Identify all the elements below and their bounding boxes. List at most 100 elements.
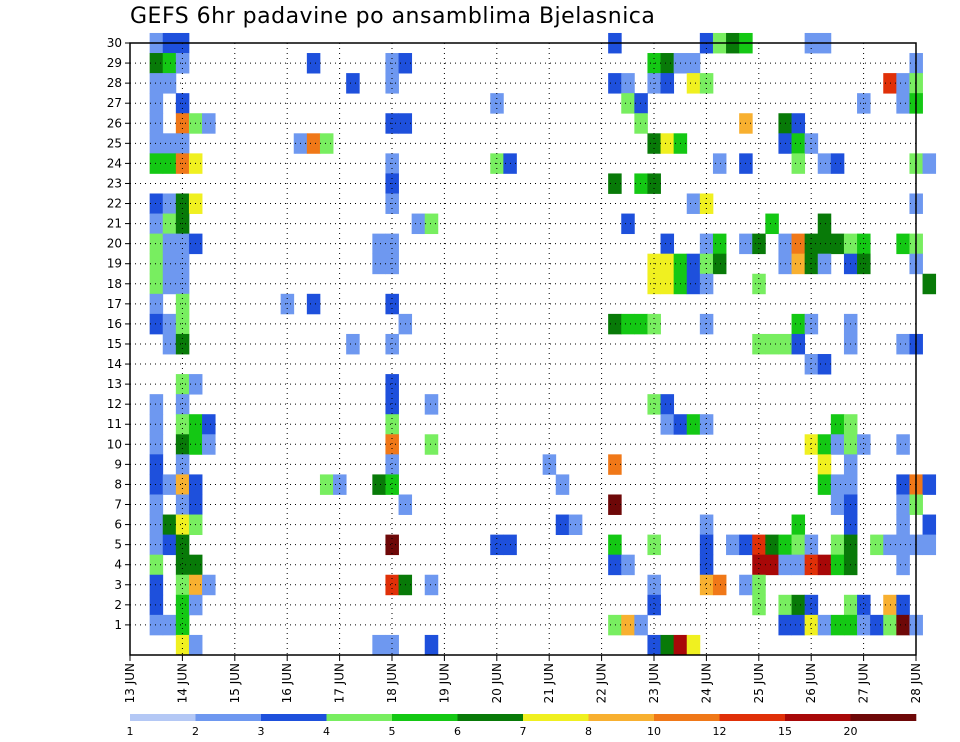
- precip-cell: [149, 73, 164, 94]
- colorbar-label: 6: [454, 725, 461, 738]
- precip-cell: [149, 594, 164, 616]
- precip-cell: [804, 594, 819, 616]
- precip-cell: [621, 213, 635, 235]
- precip-cell: [175, 414, 190, 435]
- precip-cell: [202, 574, 216, 596]
- y-tick-label: 2: [114, 598, 122, 612]
- precip-cell: [804, 534, 819, 556]
- precip-cell: [922, 153, 937, 174]
- precip-cell: [175, 514, 190, 536]
- precip-cell: [424, 434, 439, 455]
- precip-cell: [660, 133, 675, 154]
- precip-cell: [385, 534, 399, 556]
- y-tick-label: 26: [107, 116, 122, 130]
- x-tick-label: 23 JUN: [647, 663, 661, 703]
- precip-cell: [686, 273, 701, 295]
- precip-cell: [896, 93, 910, 114]
- precip-cell: [634, 113, 648, 134]
- precip-cell: [896, 494, 910, 515]
- colorbar-swatch: [195, 714, 262, 721]
- precip-cell: [686, 73, 701, 94]
- precip-cell: [175, 293, 190, 315]
- precip-cell: [372, 634, 386, 656]
- y-tick-label: 3: [114, 578, 122, 592]
- precip-cell: [608, 313, 622, 335]
- precip-cell: [202, 434, 216, 455]
- precip-cell: [922, 273, 937, 295]
- y-tick-label: 6: [114, 518, 122, 532]
- precip-cell: [424, 574, 439, 596]
- y-tick-label: 14: [107, 357, 122, 371]
- precip-cell: [372, 474, 386, 495]
- precip-cell: [162, 534, 177, 556]
- colorbar-swatch: [850, 714, 917, 721]
- x-tick-label: 17 JUN: [333, 663, 347, 703]
- colorbar-label: 1: [127, 725, 134, 738]
- colorbar-legend: 1 2 3 4 5 6 7 8 10 12 15 20: [127, 714, 917, 738]
- precip-cell: [175, 313, 190, 335]
- precip-cell: [306, 133, 321, 154]
- precip-cell: [804, 614, 819, 636]
- precip-cell: [699, 534, 714, 556]
- precip-cell: [175, 614, 190, 636]
- precip-cell: [202, 113, 216, 134]
- y-tick-label: 17: [107, 297, 122, 311]
- precip-cell: [896, 554, 910, 576]
- precip-cell: [830, 494, 845, 515]
- precip-cell: [804, 313, 819, 335]
- precip-cell: [791, 594, 806, 616]
- precip-cell: [896, 333, 910, 355]
- precip-cell: [817, 474, 832, 495]
- colorbar-label: 10: [647, 725, 661, 738]
- precip-cell: [149, 574, 164, 596]
- precip-cell: [149, 534, 164, 556]
- precip-cell: [372, 253, 386, 275]
- precip-cell: [647, 394, 661, 415]
- precip-cell: [830, 614, 845, 636]
- precip-cell: [385, 474, 399, 495]
- x-tick-label: 21 JUN: [542, 663, 556, 703]
- colorbar-label: 3: [258, 725, 265, 738]
- precip-cell: [830, 414, 845, 435]
- precip-cell: [817, 614, 832, 636]
- precip-cell: [149, 153, 164, 174]
- precip-cell: [830, 534, 845, 556]
- precip-cell: [149, 554, 164, 576]
- precip-cell: [306, 53, 321, 74]
- x-tick-label: 15 JUN: [228, 663, 242, 703]
- precip-cell: [162, 153, 177, 174]
- precip-cell: [333, 474, 347, 495]
- colorbar-label: 15: [778, 725, 792, 738]
- precip-cell: [791, 253, 806, 275]
- precip-cell: [149, 474, 164, 495]
- precip-cell: [699, 514, 714, 536]
- colorbar-label: 2: [192, 725, 199, 738]
- precip-cell: [791, 153, 806, 174]
- precip-cell: [162, 474, 177, 495]
- x-tick-label: 27 JUN: [857, 663, 871, 703]
- y-tick-label: 30: [107, 36, 122, 50]
- precip-cell: [791, 514, 806, 536]
- y-tick-label: 10: [107, 437, 122, 451]
- y-tick-label: 16: [107, 317, 122, 331]
- precip-cell: [712, 574, 727, 596]
- precip-cell: [922, 514, 937, 536]
- precip-cell: [673, 634, 688, 656]
- precip-cell: [817, 454, 832, 475]
- precip-cell: [686, 53, 701, 74]
- precip-cell: [686, 414, 701, 435]
- precip-cell: [149, 233, 164, 255]
- precip-cell: [149, 213, 164, 235]
- precip-cell: [162, 313, 177, 335]
- y-tick-label: 8: [114, 477, 122, 491]
- precip-cell: [791, 534, 806, 556]
- precip-cell: [385, 574, 399, 596]
- precip-cell: [817, 153, 832, 174]
- precip-cell: [149, 53, 164, 74]
- precip-cell: [385, 374, 399, 395]
- precip-cell: [306, 293, 321, 315]
- precip-cell: [817, 554, 832, 576]
- precip-cell: [162, 133, 177, 154]
- precip-cell: [791, 113, 806, 134]
- precip-cell: [175, 594, 190, 616]
